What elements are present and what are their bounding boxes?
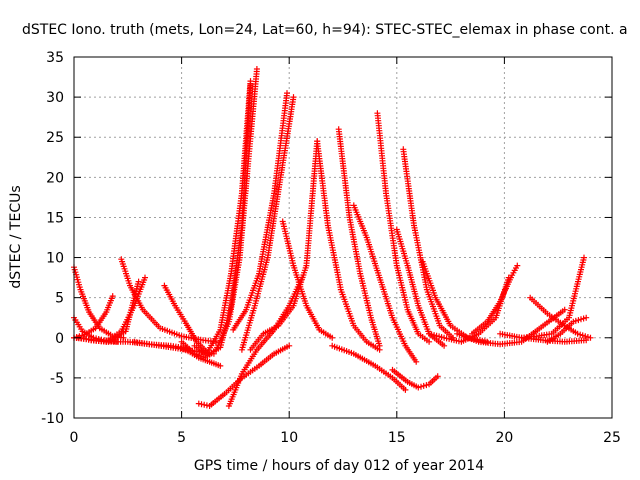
data-point-marks	[118, 256, 219, 345]
data-series	[527, 294, 594, 341]
data-series	[374, 110, 433, 345]
data-point-marks	[497, 330, 590, 345]
x-tick-label: 15	[388, 430, 406, 446]
data-series	[247, 138, 321, 353]
axis-ticks: 0 5 10 15 20 25 -10 -5 0 5 10 15 20 25 30 35	[41, 50, 621, 446]
y-tick-label: 0	[55, 331, 64, 347]
data-point-marks	[393, 226, 448, 349]
data-series	[329, 342, 409, 393]
y-tick-label: 15	[46, 210, 64, 226]
data-point-marks	[329, 342, 409, 393]
data-series	[393, 226, 448, 349]
y-tick-label: 30	[46, 90, 64, 106]
y-tick-label: -5	[50, 371, 64, 387]
data-point-marks	[469, 262, 521, 337]
y-tick-label: 10	[46, 251, 64, 267]
data-point-marks	[400, 146, 456, 341]
y-tick-label: 25	[46, 130, 64, 146]
x-tick-label: 5	[177, 430, 186, 446]
data-point-marks	[161, 282, 211, 356]
data-series	[204, 78, 254, 356]
data-series	[279, 218, 336, 341]
x-tick-label: 25	[603, 430, 621, 446]
y-tick-label: 5	[55, 291, 64, 307]
data-series	[230, 90, 290, 333]
chart-title: dSTEC Iono. truth (mets, Lon=24, Lat=60,…	[22, 22, 628, 38]
data-point-marks	[88, 274, 148, 345]
data-point-marks	[389, 366, 441, 391]
data-point-marks	[314, 138, 383, 353]
data-point-marks	[279, 218, 336, 341]
data-series	[469, 262, 521, 337]
data-point-marks	[335, 126, 383, 349]
data-point-marks	[230, 90, 290, 333]
y-tick-label: 35	[46, 50, 64, 66]
data-series	[161, 282, 211, 356]
data-series	[350, 202, 420, 365]
data-series	[88, 274, 148, 345]
data-point-marks	[374, 110, 433, 345]
data-point-marks	[225, 274, 306, 409]
y-tick-label: -10	[41, 411, 64, 427]
data-series	[238, 94, 297, 353]
y-tick-label: 20	[46, 170, 64, 186]
data-point-marks	[454, 306, 568, 348]
y-axis-label: dSTEC / TECUs	[8, 185, 24, 288]
data-point-marks	[238, 94, 297, 353]
data-marks	[71, 66, 594, 409]
data-series	[225, 274, 306, 409]
data-series	[454, 306, 568, 348]
data-series	[497, 330, 590, 345]
plot-frame	[73, 56, 613, 419]
data-series	[335, 126, 383, 349]
data-series	[400, 146, 456, 341]
x-tick-label: 20	[495, 430, 513, 446]
data-series	[314, 138, 383, 353]
data-point-marks	[204, 78, 254, 356]
data-point-marks	[247, 138, 321, 353]
grid	[74, 57, 612, 418]
x-axis-label: GPS time / hours of day 012 of year 2014	[194, 458, 484, 474]
data-series	[389, 366, 441, 391]
data-series	[118, 256, 219, 345]
data-point-marks	[527, 294, 594, 341]
data-point-marks	[350, 202, 420, 365]
x-tick-label: 0	[70, 430, 79, 446]
x-tick-label: 10	[280, 430, 298, 446]
